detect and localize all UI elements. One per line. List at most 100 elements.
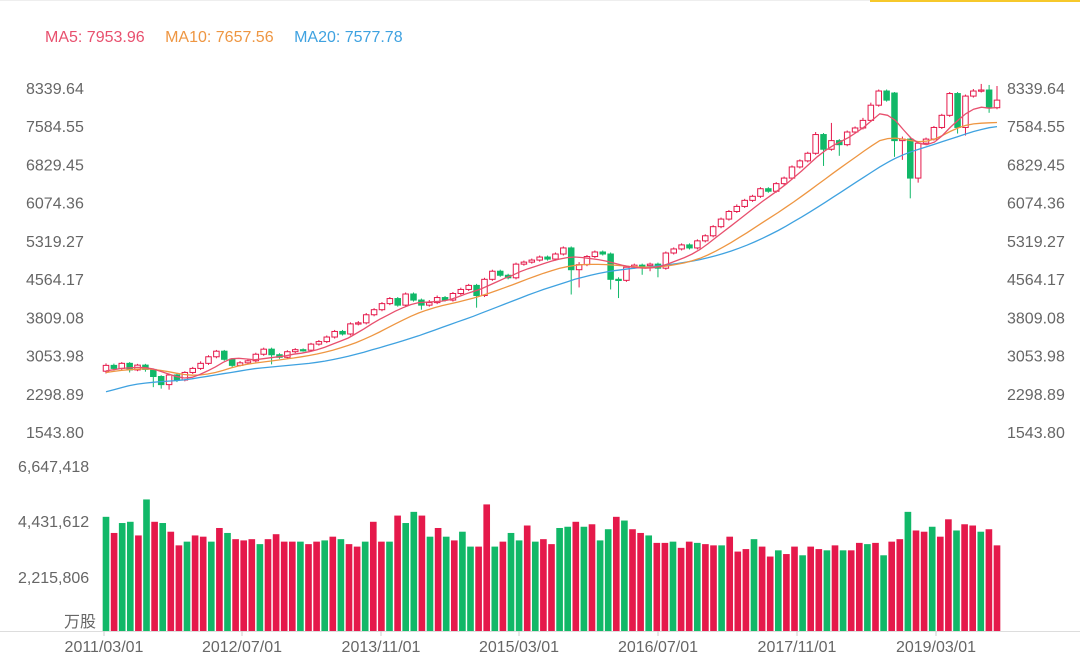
candle-body (536, 256, 543, 261)
candle-body (213, 350, 220, 358)
candle-body (670, 248, 677, 254)
candle (686, 243, 693, 250)
candle-body (339, 330, 346, 335)
candle (765, 187, 772, 193)
candle (875, 89, 882, 107)
volume-bar (734, 551, 742, 631)
candle (615, 277, 622, 299)
volume-bar (248, 539, 256, 631)
volume-bar (135, 535, 142, 631)
candle-body (907, 138, 914, 179)
price-tick-left: 4564.17 (26, 272, 84, 289)
candle (331, 329, 338, 339)
candle-body (977, 89, 985, 92)
volume-bar (288, 541, 296, 631)
price-candles (102, 83, 1001, 390)
volume-bar (815, 549, 823, 631)
volume-bar (791, 546, 798, 631)
volume-bar (758, 546, 766, 631)
volume-bar (693, 542, 701, 631)
candle (717, 217, 725, 229)
candle-body (615, 278, 622, 282)
price-tick-left: 8339.64 (26, 81, 84, 98)
volume-bar (499, 541, 507, 631)
candle-body (378, 303, 386, 311)
x-tick-label: 2011/03/01 (65, 639, 144, 656)
candle-body (489, 270, 496, 280)
x-tick-label: 2015/03/01 (479, 639, 559, 656)
candle (867, 102, 875, 122)
volume-bar (143, 499, 150, 631)
candle (410, 292, 417, 302)
volume-bar (904, 511, 912, 631)
volume-bar (167, 531, 175, 631)
candle (394, 297, 402, 307)
candle-body (331, 330, 338, 338)
volume-bar (540, 539, 547, 631)
price-tick-left: 3809.08 (26, 310, 84, 327)
volume-bar (645, 535, 653, 631)
volume-bar (823, 550, 831, 631)
candle (355, 321, 362, 326)
candle (339, 329, 346, 336)
candle (512, 262, 520, 280)
candle (812, 132, 819, 155)
candle (552, 252, 559, 261)
candle-body (520, 261, 528, 265)
volume-bar (475, 546, 482, 631)
ma-legend: MA5: 7953.96 MA10: 7657.56 MA20: 7577.78 (45, 29, 419, 47)
volume-bar (483, 504, 491, 631)
candle-body (189, 367, 196, 373)
candle-body (433, 297, 441, 304)
volume-bar (507, 532, 515, 631)
volume-bar (726, 536, 734, 631)
price-tick-left: 7584.55 (26, 119, 84, 136)
candle-body (362, 314, 370, 324)
volume-bar (240, 540, 248, 631)
candle-body (867, 104, 875, 121)
candle (914, 141, 922, 183)
volume-bar (888, 541, 896, 631)
candle (205, 355, 212, 365)
candle-body (197, 362, 204, 369)
volume-bar (264, 539, 272, 631)
candle (189, 366, 196, 374)
candle (544, 255, 551, 261)
legend-ma5: MA5: 7953.96 (45, 29, 145, 46)
volume-bar (102, 516, 110, 631)
volume-bar (369, 521, 377, 631)
candle-body (426, 302, 433, 306)
candle-body (402, 293, 409, 306)
volume-bar (434, 527, 442, 631)
candle-body (733, 205, 741, 212)
candle-body (560, 247, 567, 255)
volume-bar (256, 544, 264, 631)
candle (378, 302, 386, 312)
volume-bar (847, 550, 855, 631)
candle (465, 283, 472, 291)
candle-body (599, 251, 607, 255)
candle-body (552, 253, 559, 260)
candle (418, 298, 425, 310)
volume-bar (329, 536, 337, 631)
volume-bar (880, 555, 887, 631)
candle (323, 335, 331, 344)
candle (370, 308, 378, 317)
volume-bar (556, 527, 563, 631)
ma5-line (105, 106, 998, 379)
candle (993, 85, 1001, 110)
top-divider (0, 0, 870, 1)
candle (307, 342, 315, 352)
volume-bar (710, 545, 717, 631)
candle-body (102, 364, 110, 372)
candle-body (694, 240, 701, 249)
candle (741, 198, 748, 208)
volume-bar (216, 527, 223, 631)
candle-body (591, 251, 599, 258)
candle-body (946, 93, 953, 116)
candle-body (623, 266, 630, 281)
volume-bar (207, 541, 215, 631)
volume-bar (159, 523, 167, 631)
